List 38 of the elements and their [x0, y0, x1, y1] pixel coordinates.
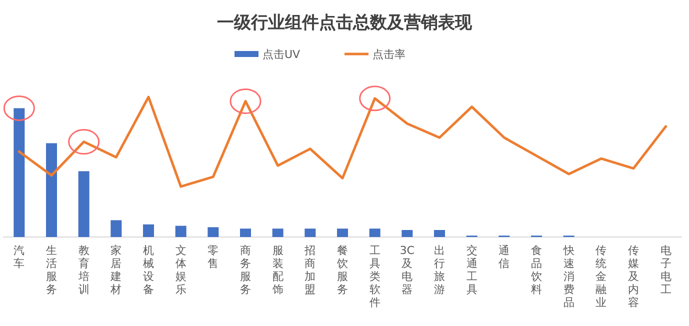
x-tick-label: 电子电工 [660, 244, 672, 296]
x-tick-label: 出行旅游 [434, 244, 445, 296]
x-tick-label: 工具类软件 [369, 244, 380, 309]
legend-label: 点击UV [262, 48, 301, 61]
bar [110, 220, 122, 237]
x-tick-label: 交通工具 [466, 244, 478, 296]
x-tick-label: 汽车 [14, 244, 25, 270]
x-tick-label: 餐饮服务 [336, 244, 348, 296]
x-tick-label: 家居建材 [110, 244, 122, 296]
x-tick-label: 3C及电器 [400, 244, 415, 296]
bar [143, 224, 154, 237]
x-tick-label: 机械设备 [143, 244, 154, 296]
x-tick-label: 商务服务 [240, 244, 251, 296]
bar [14, 108, 25, 237]
x-tick-label: 零售 [208, 244, 219, 270]
bar [46, 143, 57, 237]
legend-label: 点击率 [372, 48, 406, 61]
bar [272, 228, 284, 237]
x-tick-label: 教育培训 [77, 244, 90, 296]
bar [175, 226, 186, 237]
bar [369, 228, 380, 237]
x-tick-label: 传媒及内容 [628, 244, 639, 309]
x-tick-label: 通信 [498, 244, 510, 270]
bar [434, 230, 445, 237]
x-tick-label: 文体娱乐 [175, 244, 186, 296]
x-tick-label: 服装配饰 [271, 244, 284, 296]
bar [402, 230, 413, 237]
x-tick-label: 传统金融业 [596, 244, 607, 309]
x-tick-label: 快速消费品 [562, 244, 574, 309]
chart-title: 一级行业组件点击总数及营销表现 [217, 13, 473, 33]
x-tick-label: 生活服务 [46, 244, 57, 296]
bar [240, 228, 251, 237]
bar [78, 171, 90, 237]
bar [337, 228, 348, 237]
bar [208, 227, 219, 237]
x-tick-label: 食品饮料 [530, 244, 542, 296]
bar [304, 228, 316, 237]
x-tick-label: 招商加盟 [304, 244, 316, 296]
